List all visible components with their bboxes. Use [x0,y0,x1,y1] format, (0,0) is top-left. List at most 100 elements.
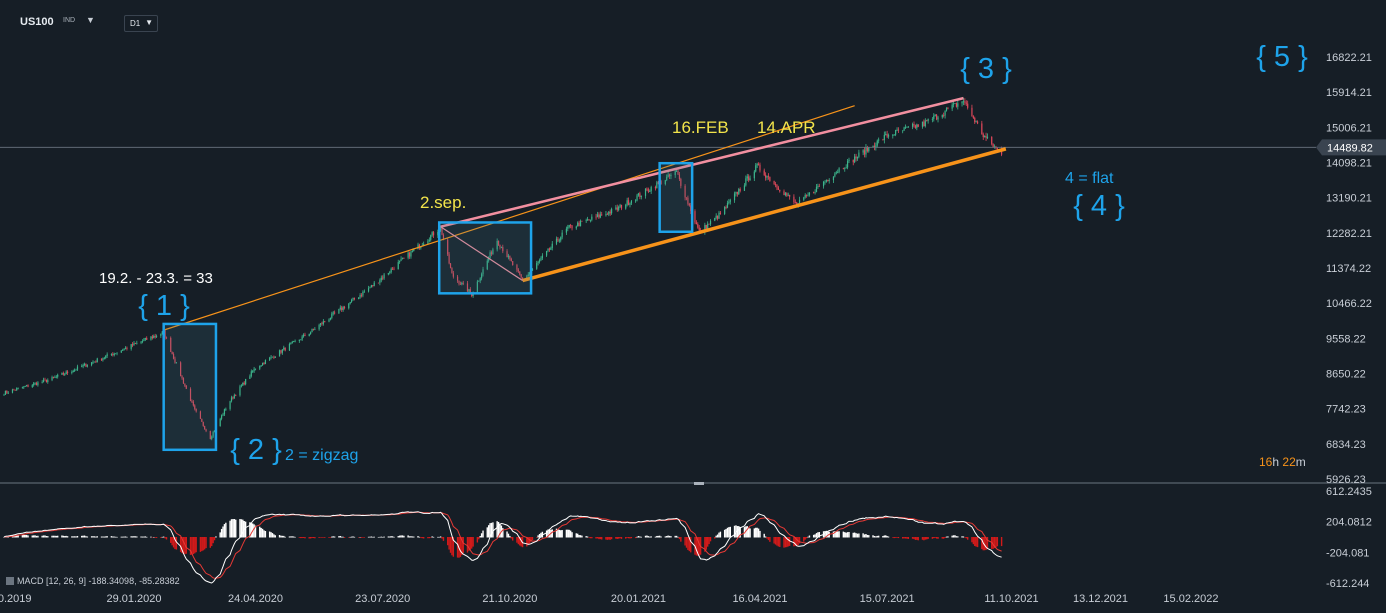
macd-bar [338,536,340,538]
countdown-minutes: 22 [1282,455,1296,469]
macd-bar [31,535,33,538]
macd-bar [738,526,740,538]
candle-body [65,371,67,375]
macd-bar [165,537,168,540]
macd-bar [268,531,271,538]
macd-bar [974,537,976,546]
macd-bar [526,537,528,547]
macd-bar [668,535,671,538]
candle-body [936,114,938,120]
symbol-dropdown-icon[interactable]: ▼ [86,15,95,25]
macd-bar [422,537,425,539]
macd-bar [808,535,811,538]
candle-body [290,343,292,345]
macd-legend[interactable]: MACD [12, 26, 9] -188.34098, -85.28382 [6,576,180,586]
candle-body [519,271,521,275]
candle-body [349,301,351,304]
candle-body [367,288,370,292]
macd-bar [273,534,275,538]
candle-body [616,207,618,210]
macd-bar [952,535,955,538]
candle-body [280,350,282,353]
candle-body [479,278,481,281]
macd-bar [530,537,532,542]
candle-body [310,332,312,335]
macd-bar [981,537,983,550]
candle-body [589,219,592,221]
indicator-menu-icon[interactable] [6,577,14,585]
candle-body [660,181,662,185]
macd-bar [666,536,668,538]
macd-bar [141,536,144,538]
candle-body [865,146,867,155]
candle-body [555,238,558,244]
candle-body [105,355,107,358]
candle-body [842,168,844,170]
macd-bar [558,529,561,538]
candle-body [972,116,974,118]
candle-body [116,352,118,354]
candle-body [389,272,391,274]
candle-body [856,156,859,159]
macd-bar [567,529,569,538]
candle-body [560,237,562,241]
candle-body [151,336,153,339]
macd-bar [914,537,917,540]
candle-body [794,202,796,204]
macd-bar [300,537,302,539]
macd-bar [660,536,662,538]
macd-bar [212,537,214,544]
candle-body [763,170,765,176]
candle-body [698,227,700,231]
candle-body [947,108,949,109]
macd-bar [441,537,443,539]
countdown-minutes-unit: m [1295,455,1306,469]
candle-body [51,377,53,381]
candle-body [565,228,567,233]
macd-bar [357,537,360,538]
macd-bar [23,534,25,538]
macd-bar [736,526,739,538]
macd-bar [162,536,165,538]
candle-body [832,176,835,181]
candle-body [328,319,330,322]
candle-body [685,197,688,199]
macd-bar [192,537,195,555]
candle-body [205,429,207,432]
macd-bar [656,535,658,538]
candle-body [887,135,890,137]
candle-body [201,418,203,422]
macd-bar [462,537,464,554]
candle-body [102,358,104,361]
macd-bar [155,537,158,538]
macd-bar [873,535,876,538]
macd-bar [348,537,350,538]
candle-body [943,115,945,116]
candle-body [596,214,599,217]
macd-bar [947,536,949,538]
symbol-name[interactable]: US100 [20,16,54,28]
macd-bar [191,537,193,555]
pane-resize-handle [694,482,704,485]
macd-bar [565,529,568,538]
macd-bar [350,536,353,538]
macd-bar [581,535,583,538]
macd-bar [449,537,452,553]
macd-bar [774,537,777,545]
timeframe-selector[interactable]: D1 ▼ [124,15,158,32]
candle-body [897,129,900,131]
macd-bar [536,537,538,538]
macd-bar [284,536,286,538]
macd-bar [130,536,132,538]
candle-body [923,121,925,127]
macd-bar [896,537,898,538]
macd-bar [213,537,216,541]
macd-bar [818,532,821,538]
macd-bar [783,537,785,548]
candle-body [481,274,483,279]
macd-bar [856,533,859,538]
macd-bar [479,535,481,538]
candle-body [618,206,620,210]
macd-bar [363,537,366,538]
